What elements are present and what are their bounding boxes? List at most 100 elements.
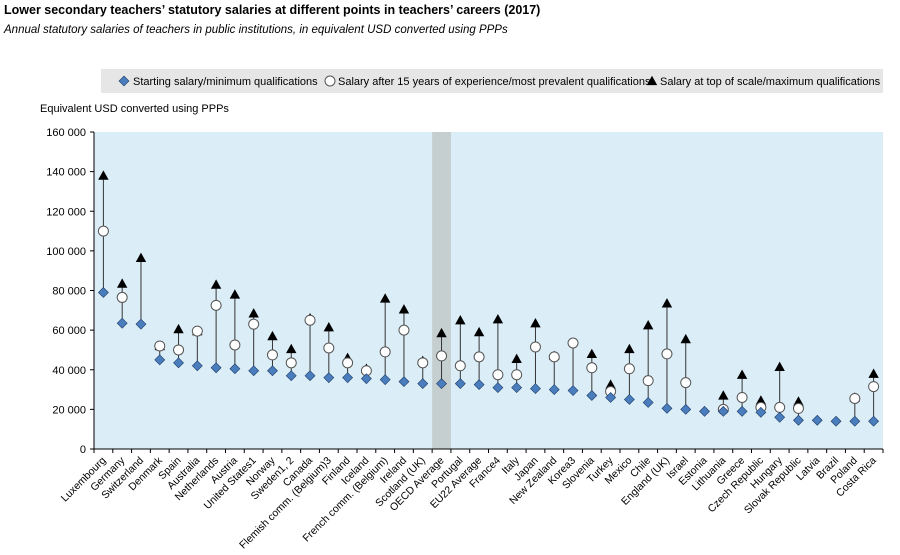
point-top-salary (642, 319, 654, 330)
point-15-years-salary (304, 314, 316, 326)
point-15-years-salary (849, 392, 861, 404)
point-15-years-salary (736, 391, 748, 403)
point-15-years-salary (266, 349, 278, 361)
point-15-years-salary (529, 341, 541, 353)
point-15-years-salary (586, 362, 598, 374)
point-15-years-salary (511, 369, 523, 381)
point-starting-salary (248, 365, 260, 377)
point-starting-salary (811, 414, 823, 426)
point-top-salary (286, 343, 297, 354)
point-15-years-salary (229, 339, 241, 351)
legend-marker-top (646, 75, 658, 86)
point-starting-salary (417, 378, 429, 390)
y-tick-label: 20 000 (52, 404, 86, 416)
point-starting-salary (868, 415, 880, 427)
point-starting-salary (530, 383, 541, 394)
point-top-salary (135, 252, 147, 262)
point-top-salary (267, 330, 278, 341)
point-starting-salary (323, 372, 335, 384)
y-tick-label: 160 000 (46, 127, 86, 139)
point-top-salary (530, 317, 541, 328)
point-15-years-salary (868, 381, 880, 393)
legend-background (101, 69, 883, 93)
point-top-salary (793, 396, 804, 406)
point-starting-salary (229, 363, 241, 375)
plot-background (94, 132, 883, 449)
point-top-salary (774, 361, 785, 371)
point-starting-salary (661, 402, 673, 414)
point-starting-salary (774, 411, 786, 423)
point-15-years-salary (398, 324, 410, 336)
y-tick-label: 40 000 (52, 365, 86, 377)
legend-label-top: Salary at top of scale/maximum qualifica… (660, 76, 881, 88)
point-top-salary (323, 321, 335, 332)
point-starting-salary (699, 405, 710, 417)
point-starting-salary (849, 415, 861, 427)
point-top-salary (755, 395, 767, 405)
legend-label-starting: Starting salary/minimum qualifications (133, 76, 318, 88)
point-15-years-salary (436, 350, 448, 362)
point-top-salary (605, 379, 616, 389)
point-top-salary (511, 353, 522, 364)
point-15-years-salary (154, 340, 166, 352)
point-starting-salary (473, 379, 485, 391)
point-15-years-salary (97, 225, 109, 237)
point-starting-salary (830, 415, 842, 427)
chart-subtitle: Annual statutory salaries of teachers in… (4, 24, 508, 36)
point-starting-salary (191, 360, 203, 372)
point-top-salary (248, 308, 259, 318)
point-top-salary (436, 327, 447, 338)
point-starting-salary (736, 405, 748, 417)
point-starting-salary (454, 378, 466, 390)
point-starting-salary (285, 370, 297, 382)
point-15-years-salary (792, 402, 804, 414)
point-15-years-salary (248, 318, 260, 330)
point-top-salary (680, 333, 691, 344)
point-starting-salary (755, 406, 767, 418)
point-starting-salary (717, 405, 729, 417)
point-top-salary (455, 315, 466, 325)
point-starting-salary (379, 374, 391, 386)
point-15-years-salary (285, 357, 297, 369)
point-starting-salary (97, 287, 109, 298)
point-starting-salary (511, 382, 523, 394)
y-axis-label: Equivalent USD converted using PPPs (40, 103, 229, 115)
point-starting-salary (304, 370, 316, 382)
point-top-salary (661, 298, 673, 308)
point-top-salary (868, 368, 879, 378)
y-tick-label: 60 000 (52, 325, 86, 337)
point-15-years-salary (323, 342, 335, 354)
point-starting-salary (398, 376, 410, 388)
point-starting-salary (586, 390, 598, 401)
point-top-salary (736, 369, 748, 379)
point-starting-salary (154, 354, 166, 366)
legend-label-15-years: Salary after 15 years of experience/most… (338, 76, 651, 88)
point-starting-salary (567, 385, 579, 396)
y-tick-label: 80 000 (52, 286, 86, 298)
point-15-years-salary (623, 363, 635, 375)
point-starting-salary (342, 372, 354, 384)
point-top-salary (98, 170, 109, 180)
point-top-salary (624, 343, 635, 354)
point-top-salary (379, 293, 391, 303)
point-15-years-salary (548, 351, 560, 363)
plot-area: 0 20 000 40 000 60 000 80 000 100 000 120 000 1… (46, 127, 884, 551)
y-tick-label: 0 (80, 444, 86, 456)
point-top-salary (586, 348, 598, 359)
point-starting-salary (116, 317, 128, 329)
legend-marker-starting (118, 75, 130, 87)
point-15-years-salary (379, 346, 391, 358)
chart-title: Lower secondary teachers’ statutory sala… (4, 3, 541, 17)
point-15-years-salary (454, 360, 466, 372)
point-15-years-salary (492, 369, 504, 381)
point-starting-salary (173, 357, 184, 369)
point-starting-salary (605, 392, 617, 403)
point-starting-salary (210, 362, 222, 374)
point-15-years-salary (417, 357, 429, 369)
y-tick-label: 140 000 (46, 167, 86, 179)
legend: Starting salary/minimum qualifications Sa… (101, 69, 883, 93)
point-15-years-salary (661, 348, 673, 360)
point-top-salary (718, 390, 729, 400)
highlight-band (432, 132, 451, 449)
